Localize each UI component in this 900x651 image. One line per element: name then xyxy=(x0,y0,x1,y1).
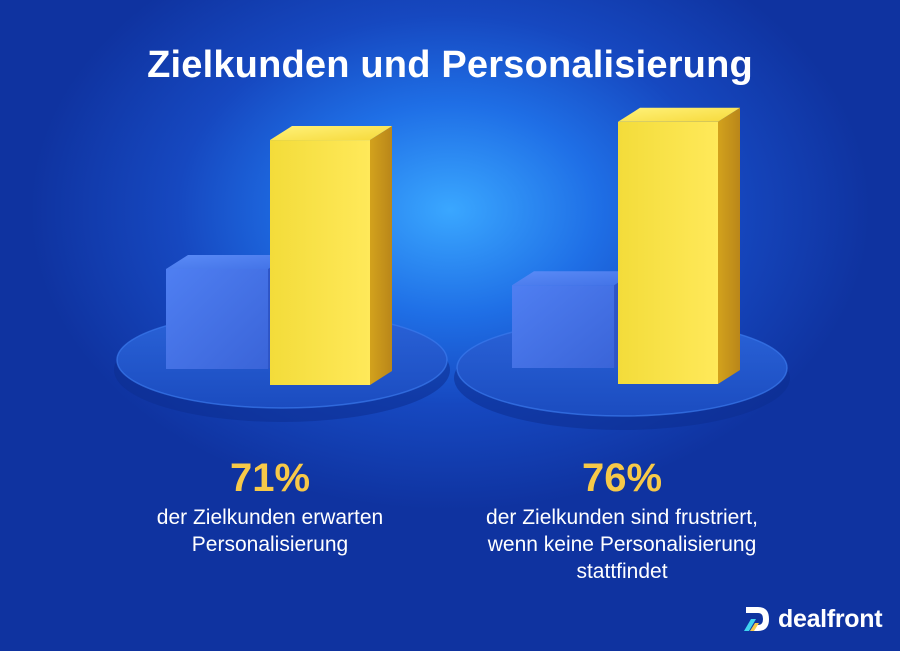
stat-left: 71% der Zielkunden erwarten Personalisie… xyxy=(100,456,440,558)
bar-yellow-front xyxy=(618,121,718,385)
stat-left-caption-line: der Zielkunden erwarten xyxy=(156,506,384,529)
stat-left-caption: der Zielkunden erwarten Personalisierung xyxy=(100,504,440,558)
stat-left-percent: 71% xyxy=(229,456,311,500)
chart-left xyxy=(114,126,450,422)
bar-blue-top xyxy=(166,254,290,269)
bar-blue-front xyxy=(512,285,614,368)
bar-yellow-side xyxy=(370,126,392,386)
chart-right xyxy=(454,107,790,430)
bar-blue-front xyxy=(166,268,268,369)
stat-left-caption-line: Personalisierung xyxy=(191,533,349,556)
bar-yellow xyxy=(270,126,392,386)
stat-right-caption-line: der Zielkunden sind frustriert, xyxy=(486,506,758,529)
stat-right-caption-line: stattfindet xyxy=(576,560,668,583)
dealfront-logo-icon xyxy=(744,607,769,631)
stat-right: 76% der Zielkunden sind frustriert, wenn… xyxy=(452,456,792,585)
page-title: Zielkunden und Personalisierung xyxy=(147,44,753,86)
stat-right-percent: 76% xyxy=(581,456,663,500)
bar-yellow-top xyxy=(270,126,392,141)
bar-yellow-top xyxy=(618,107,740,122)
bar-yellow-front xyxy=(270,140,370,385)
bar-yellow-side xyxy=(718,107,740,385)
stat-right-caption-line: wenn keine Personalisierung xyxy=(487,533,757,556)
bar-yellow xyxy=(618,107,740,385)
bar-blue-top xyxy=(512,271,636,286)
bar-blue xyxy=(512,271,636,368)
brand-logo: dealfront xyxy=(742,602,883,636)
stat-right-caption: der Zielkunden sind frustriert, wenn kei… xyxy=(452,504,792,585)
brand-name: dealfront xyxy=(778,604,883,633)
